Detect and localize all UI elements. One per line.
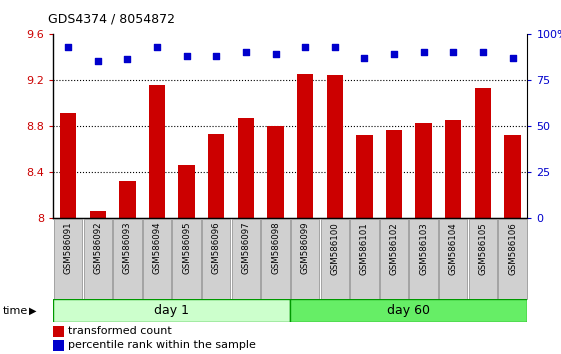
FancyBboxPatch shape	[54, 219, 82, 299]
Point	[330, 44, 339, 49]
Point	[63, 44, 72, 49]
Text: day 1: day 1	[154, 304, 189, 317]
Text: time: time	[3, 306, 28, 316]
Bar	[416, 123, 432, 218]
FancyBboxPatch shape	[261, 219, 289, 299]
Text: transformed count: transformed count	[68, 326, 172, 336]
Text: GSM586100: GSM586100	[330, 222, 339, 275]
FancyBboxPatch shape	[498, 219, 527, 299]
FancyBboxPatch shape	[202, 219, 231, 299]
FancyBboxPatch shape	[53, 299, 290, 322]
Text: GSM586092: GSM586092	[93, 222, 102, 274]
Text: GSM586104: GSM586104	[449, 222, 458, 275]
Bar	[504, 135, 521, 218]
Bar	[356, 135, 373, 218]
FancyBboxPatch shape	[468, 219, 497, 299]
Text: ▶: ▶	[29, 306, 36, 316]
Bar	[90, 211, 106, 218]
FancyBboxPatch shape	[380, 219, 408, 299]
Bar	[386, 130, 402, 218]
Point	[271, 51, 280, 57]
FancyBboxPatch shape	[172, 219, 201, 299]
Point	[360, 55, 369, 61]
Point	[389, 51, 398, 57]
FancyBboxPatch shape	[320, 219, 349, 299]
Bar	[445, 120, 461, 218]
Bar	[268, 126, 284, 218]
FancyBboxPatch shape	[350, 219, 379, 299]
Point	[211, 53, 220, 58]
Bar	[327, 75, 343, 218]
Point	[508, 55, 517, 61]
Point	[93, 58, 102, 64]
Point	[123, 57, 132, 62]
Point	[449, 49, 458, 55]
Text: GSM586093: GSM586093	[123, 222, 132, 274]
Bar	[297, 74, 313, 218]
Bar	[60, 113, 76, 218]
Point	[479, 49, 488, 55]
Text: GSM586095: GSM586095	[182, 222, 191, 274]
FancyBboxPatch shape	[291, 219, 319, 299]
FancyBboxPatch shape	[232, 219, 260, 299]
Text: day 60: day 60	[387, 304, 430, 317]
Text: GSM586103: GSM586103	[419, 222, 428, 275]
Text: GSM586106: GSM586106	[508, 222, 517, 275]
FancyBboxPatch shape	[410, 219, 438, 299]
FancyBboxPatch shape	[439, 219, 467, 299]
Text: GSM586091: GSM586091	[63, 222, 72, 274]
Point	[241, 49, 250, 55]
Bar	[149, 85, 165, 218]
Text: GSM586101: GSM586101	[360, 222, 369, 275]
FancyBboxPatch shape	[84, 219, 112, 299]
Bar	[238, 118, 254, 218]
Text: GSM586098: GSM586098	[271, 222, 280, 274]
Text: GSM586102: GSM586102	[389, 222, 398, 275]
Bar	[119, 181, 136, 218]
Bar	[53, 326, 64, 337]
Text: GSM586096: GSM586096	[211, 222, 220, 274]
Text: GSM586097: GSM586097	[241, 222, 250, 274]
Point	[301, 44, 310, 49]
Bar	[178, 165, 195, 218]
FancyBboxPatch shape	[290, 299, 527, 322]
Text: GDS4374 / 8054872: GDS4374 / 8054872	[48, 12, 174, 25]
Text: GSM586099: GSM586099	[301, 222, 310, 274]
FancyBboxPatch shape	[142, 219, 171, 299]
Point	[419, 49, 428, 55]
Bar	[208, 134, 224, 218]
Bar	[53, 340, 64, 351]
Text: GSM586094: GSM586094	[153, 222, 162, 274]
Bar	[475, 88, 491, 218]
Point	[153, 44, 162, 49]
Text: percentile rank within the sample: percentile rank within the sample	[68, 341, 256, 350]
FancyBboxPatch shape	[113, 219, 141, 299]
Point	[182, 53, 191, 58]
Text: GSM586105: GSM586105	[479, 222, 488, 275]
